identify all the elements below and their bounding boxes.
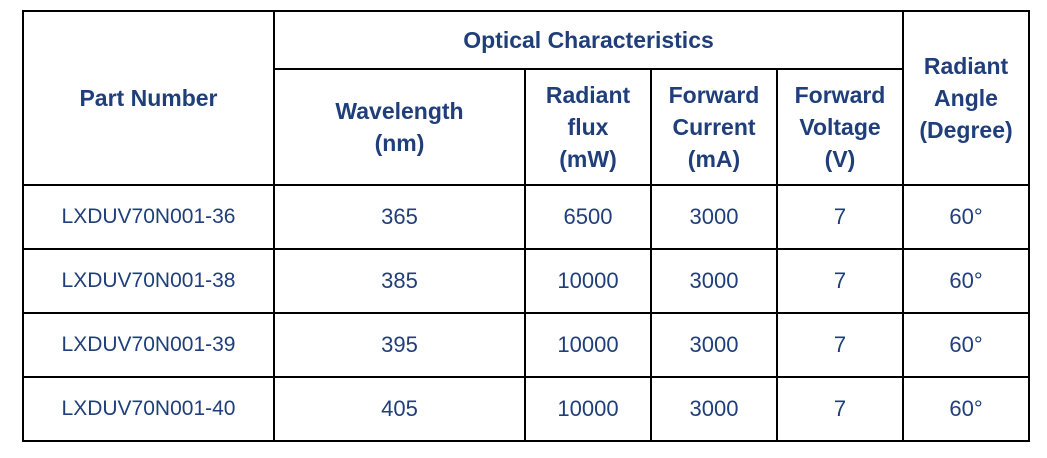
- wavelength-header-line: Wavelength: [335, 98, 464, 124]
- forward-current-cell: 3000: [650, 184, 778, 250]
- part-number-cell: LXDUV70N001-39: [22, 312, 275, 378]
- radiant-angle-cell: 60°: [902, 376, 1030, 442]
- forward-voltage-header-line: Forward: [794, 82, 886, 108]
- table-row: LXDUV70N001-38 385 10000 3000 7 60°: [22, 248, 1030, 314]
- part-number-header-label: Part Number: [79, 85, 218, 111]
- table-row: LXDUV70N001-39 395 10000 3000 7 60°: [22, 312, 1030, 378]
- wavelength-header-line: (nm): [374, 130, 425, 156]
- header-group-row: Part Number Optical Characteristics Radi…: [22, 10, 1030, 186]
- wavelength-cell: 365: [273, 184, 526, 250]
- forward-voltage-cell: 7: [776, 184, 904, 250]
- radiant-angle-header-line: Radiant: [923, 53, 1009, 79]
- forward-current-header: Forward Current (mA): [650, 68, 778, 186]
- wavelength-cell: 405: [273, 376, 526, 442]
- optical-characteristics-header: Optical Characteristics: [273, 10, 904, 70]
- radiant-flux-header-line: flux: [567, 114, 609, 140]
- forward-current-cell: 3000: [650, 376, 778, 442]
- wavelength-cell: 395: [273, 312, 526, 378]
- radiant-flux-cell: 10000: [524, 248, 652, 314]
- part-number-cell: LXDUV70N001-40: [22, 376, 275, 442]
- forward-voltage-header-line: Voltage: [799, 114, 881, 140]
- radiant-flux-header-line: (mW): [559, 146, 617, 172]
- optical-characteristics-table: Part Number Optical Characteristics Radi…: [22, 10, 1030, 442]
- radiant-angle-cell: 60°: [902, 184, 1030, 250]
- forward-voltage-cell: 7: [776, 248, 904, 314]
- wavelength-header: Wavelength (nm): [273, 68, 526, 186]
- header-column-row: Wavelength (nm) Radiant flux (mW) Forwar…: [23, 68, 1029, 186]
- part-number-cell: LXDUV70N001-36: [22, 184, 275, 250]
- forward-current-header-line: Forward: [668, 82, 760, 108]
- radiant-angle-header-line: (Degree): [919, 117, 1013, 143]
- table-row: LXDUV70N001-36 365 6500 3000 7 60°: [22, 184, 1030, 250]
- radiant-angle-cell: 60°: [902, 312, 1030, 378]
- wavelength-cell: 385: [273, 248, 526, 314]
- radiant-angle-header-line: Angle: [934, 85, 998, 111]
- forward-current-header-line: Current: [672, 114, 756, 140]
- radiant-angle-header: Radiant Angle (Degree): [902, 10, 1030, 186]
- radiant-flux-cell: 6500: [524, 184, 652, 250]
- optical-characteristics-label: Optical Characteristics: [463, 27, 714, 53]
- forward-voltage-header: Forward Voltage (V): [776, 68, 904, 186]
- radiant-angle-cell: 60°: [902, 248, 1030, 314]
- radiant-flux-cell: 10000: [524, 312, 652, 378]
- forward-voltage-cell: 7: [776, 376, 904, 442]
- forward-current-cell: 3000: [650, 312, 778, 378]
- forward-current-cell: 3000: [650, 248, 778, 314]
- forward-current-header-line: (mA): [687, 146, 741, 172]
- radiant-flux-header-line: Radiant: [545, 82, 631, 108]
- part-number-header: Part Number: [22, 10, 275, 186]
- table-row: LXDUV70N001-40 405 10000 3000 7 60°: [22, 376, 1030, 442]
- radiant-flux-cell: 10000: [524, 376, 652, 442]
- radiant-flux-header: Radiant flux (mW): [524, 68, 652, 186]
- part-number-cell: LXDUV70N001-38: [22, 248, 275, 314]
- forward-voltage-cell: 7: [776, 312, 904, 378]
- forward-voltage-header-line: (V): [824, 146, 856, 172]
